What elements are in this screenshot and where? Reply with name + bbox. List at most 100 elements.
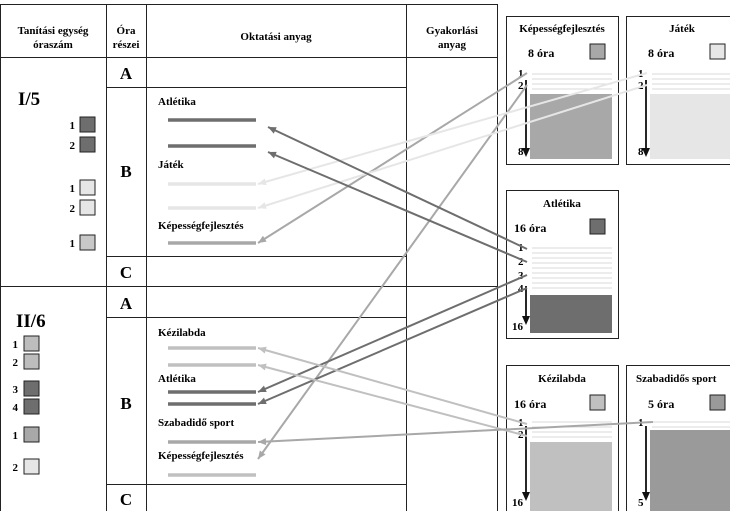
scale-label: 16	[512, 497, 524, 509]
box-hours: 16 óra	[514, 397, 546, 411]
hour-square-row: 2	[13, 458, 40, 475]
connector-arrow	[257, 421, 654, 443]
unit-2: II/6 A B C 1 2 3 4 1 2 Kézilabda Atlétik	[13, 294, 245, 509]
connector-arrowhead	[258, 235, 267, 243]
hour-square	[79, 234, 96, 251]
box-fill	[650, 94, 730, 159]
connector-arrow	[257, 72, 648, 185]
hour-square	[23, 380, 40, 397]
header-col4-line1: Gyakorlási	[426, 25, 478, 37]
hour-square-row: 3	[13, 380, 40, 397]
connector-arrow	[257, 274, 528, 393]
hour-square-row: 4	[13, 398, 40, 415]
hour-number: 1	[13, 339, 19, 351]
hour-square-row: 2	[13, 353, 40, 370]
connector-arrowhead	[258, 178, 267, 186]
part-label: C	[120, 490, 132, 509]
scale-label: 4	[518, 283, 524, 295]
scale-label: 8	[518, 146, 524, 158]
hour-square-row: 1	[13, 335, 40, 352]
box-fill	[650, 430, 730, 511]
topic-label: Képességfejlesztés	[158, 450, 244, 462]
part-label: B	[120, 162, 131, 181]
connector-arrowhead	[258, 346, 267, 354]
part-label: A	[120, 294, 133, 313]
header-col3: Oktatási anyag	[240, 31, 312, 43]
hour-number: 1	[70, 238, 76, 250]
hour-square-row: 2	[70, 136, 96, 153]
scale-label: 2	[518, 80, 524, 92]
scale-label: 8	[638, 146, 644, 158]
hour-square	[79, 199, 96, 216]
hour-square	[23, 353, 40, 370]
scale-arrowhead	[522, 148, 530, 157]
hour-square-row: 1	[70, 179, 96, 196]
box-hours: 8 óra	[648, 46, 674, 60]
box-color-square	[589, 394, 606, 411]
scale-label: 3	[518, 270, 524, 282]
box-szabadidos-sport: Szabadidős sport 5 óra 1 5	[626, 365, 730, 511]
scale-arrowhead	[522, 316, 530, 325]
scale-label: 16	[512, 321, 524, 333]
topic-bars	[168, 118, 256, 477]
hour-square	[23, 398, 40, 415]
box-title: Képességfejlesztés	[519, 23, 605, 35]
connector-arrowhead	[268, 151, 277, 159]
hour-number: 4	[13, 402, 19, 414]
box-fill	[530, 94, 612, 159]
connector-arrow	[257, 287, 528, 405]
connector-arrow	[267, 126, 528, 250]
box-kezilabda: Kézilabda 16 óra 1 2 16	[506, 365, 619, 511]
hour-square	[23, 335, 40, 352]
box-title: Kézilabda	[538, 373, 586, 385]
scale-label: 1	[518, 242, 524, 254]
box-fill	[530, 442, 612, 511]
part-label: B	[120, 394, 131, 413]
connector-arrow	[257, 347, 528, 425]
header-col2-line2: részei	[113, 39, 140, 51]
connector-arrowhead	[258, 438, 267, 446]
hour-square-row: 1	[70, 234, 96, 251]
scale-label: 2	[518, 256, 524, 268]
part-label: C	[120, 263, 132, 282]
connector-arrowhead	[258, 385, 267, 393]
hour-number: 2	[13, 357, 19, 369]
unit-1: I/5 A B C 1 2 1 2 1 Atlétika Játék Képes…	[18, 64, 244, 282]
connector-arrow	[257, 84, 528, 460]
hour-square-row: 1	[13, 426, 40, 443]
header-col2-line1: Óra	[117, 25, 136, 37]
header-col1-line2: óraszám	[33, 39, 73, 51]
connector-arrows	[257, 72, 654, 460]
connector-arrowhead	[258, 363, 267, 371]
topic-label: Kézilabda	[158, 327, 206, 339]
box-jatek: Játék 8 óra 1 2 8	[626, 16, 730, 165]
hour-number: 1	[70, 183, 76, 195]
hour-square	[23, 426, 40, 443]
box-color-square	[709, 394, 726, 411]
topic-label: Atlétika	[158, 96, 196, 108]
hour-number: 1	[70, 120, 76, 132]
scale-arrowhead	[522, 492, 530, 501]
hour-square	[79, 116, 96, 133]
topic-label: Szabadidő sport	[158, 417, 234, 429]
connector-arrow	[267, 151, 528, 263]
box-atletika: Atlétika 16 óra 1 2 3 4 16	[506, 190, 619, 339]
hour-square	[79, 136, 96, 153]
plan-table-grid	[0, 4, 498, 511]
box-fill	[530, 295, 612, 333]
hour-square-row: 2	[70, 199, 96, 216]
header-col4-line2: anyag	[438, 39, 467, 51]
topic-label: Képességfejlesztés	[158, 220, 244, 232]
header-col1-line1: Tanítási egység	[18, 25, 89, 37]
box-color-square	[589, 43, 606, 60]
box-title: Atlétika	[543, 198, 581, 210]
connector-arrowhead	[258, 202, 267, 209]
hour-number: 2	[70, 140, 76, 152]
box-hours: 16 óra	[514, 221, 546, 235]
scale-label: 5	[638, 497, 644, 509]
box-color-square	[589, 218, 606, 235]
box-title: Szabadidős sport	[636, 373, 717, 385]
hour-square	[23, 458, 40, 475]
connector-arrow	[257, 364, 528, 437]
